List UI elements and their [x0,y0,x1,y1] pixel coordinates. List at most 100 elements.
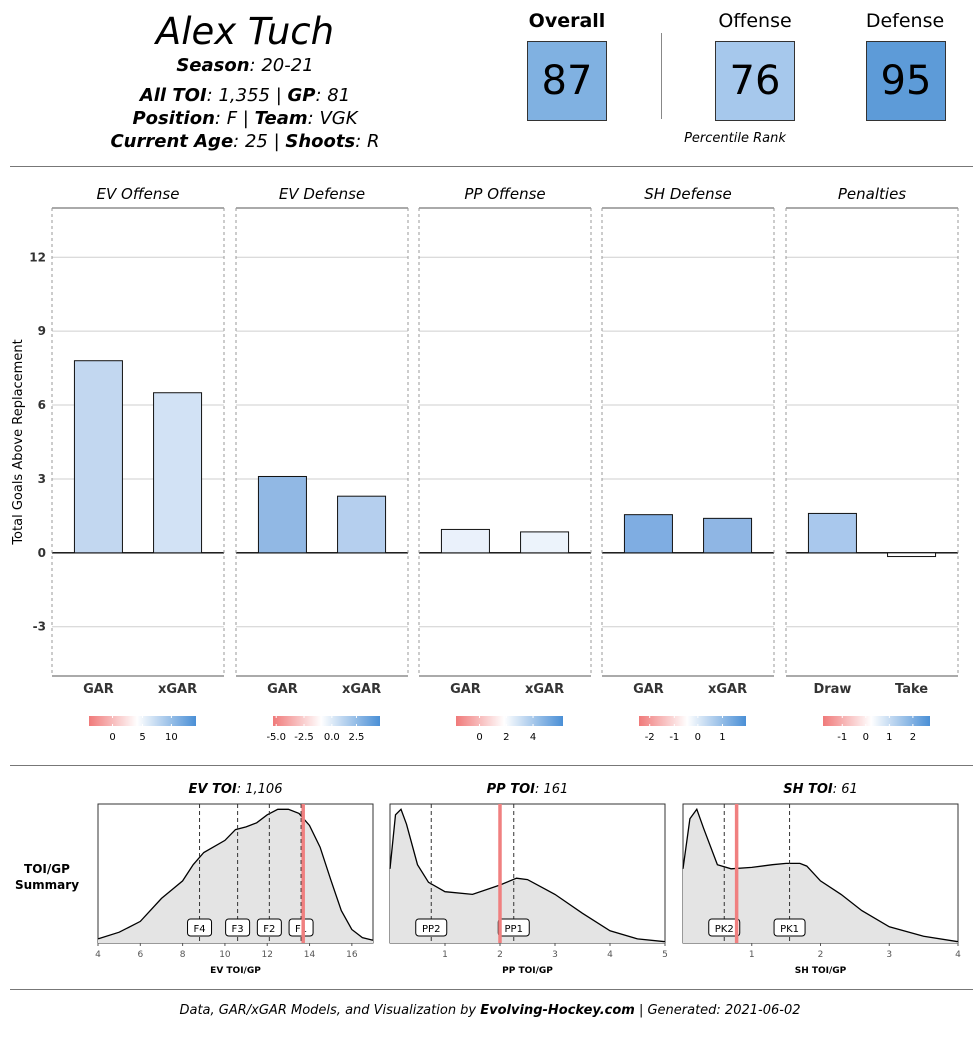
gar-bar-chart: Total Goals Above Replacement-3036912EV … [11,185,959,743]
marker-badge [225,918,251,937]
legend-tick-label: 5 [139,732,145,743]
x-tick-label: 4 [95,950,101,960]
x-tick-label: 14 [304,950,316,960]
bar-xgar [703,517,753,554]
age-shoots-line: Current Age: 25 | Shoots: R [110,131,380,152]
toi-panel-title: EV TOI: 1,106 [189,782,283,797]
density-line [389,808,666,943]
legend-tick-label: -1 [837,732,847,743]
marker-label: PK2 [715,924,734,935]
x-tick-label: xGAR [158,682,197,697]
marker-label: F3 [232,924,244,935]
y-tick-label: 3 [38,472,46,486]
panel-title: EV Defense [279,185,365,203]
legend-tick-label: 2 [503,732,509,743]
marker-label: F1 [295,924,307,935]
y-tick-label: 9 [38,324,46,338]
marker-label: PP2 [422,924,440,935]
marker-label: PK1 [780,924,799,935]
density-area [683,809,958,943]
y-tick-label: 12 [29,250,46,264]
y-tick-label: -3 [33,620,46,634]
legend-tick-label: 0 [695,732,701,743]
color-legend-bar [456,716,563,726]
color-legend-bar [639,716,746,726]
legend-tick-label: 1 [886,732,892,743]
bar-gar [73,360,123,554]
marker-label: F2 [263,924,275,935]
x-tick-label: 6 [137,950,143,960]
legend-tick-label: 4 [530,732,536,743]
color-legend-bar [823,716,930,726]
player-name: Alex Tuch [155,10,335,53]
x-tick-label: GAR [633,682,664,697]
x-tick-label: Draw [813,682,851,697]
gp-value: 81 [327,85,351,106]
marker-badge [256,918,282,937]
panel-title: SH Defense [644,185,731,203]
x-tick-label: 3 [552,950,558,960]
legend-tick-label: 2 [910,732,916,743]
footer-prefix: Data, GAR/xGAR Models, and Visualization… [179,1003,481,1018]
x-tick-label: xGAR [708,682,747,697]
footer-credit: Data, GAR/xGAR Models, and Visualization… [0,1003,980,1018]
x-tick-label: xGAR [342,682,381,697]
x-tick-label: 3 [886,950,892,960]
x-tick-label: 4 [607,950,613,960]
x-tick-label: GAR [83,682,114,697]
bar-take [887,552,937,558]
age-label: Current Age [110,131,234,152]
bar-gar [257,475,307,554]
legend-tick-label: -2.5 [294,732,314,743]
x-tick-label: 8 [180,950,186,960]
bar-gar [440,528,490,554]
density-area [390,809,665,943]
panel-title: Penalties [838,185,906,203]
y-axis-label: Total Goals Above Replacement [11,339,26,545]
marker-badge [288,918,314,937]
divider-bottom [10,989,973,990]
toi-gp-line: All TOI: 1,355 | GP: 81 [139,85,351,106]
age-value: 25 [244,131,268,152]
marker-badge [708,918,741,937]
marker-badge [773,918,806,937]
gp-label: GP [287,85,316,106]
x-axis-label: SH TOI/GP [795,966,847,976]
percentile-rank-label: Percentile Rank [684,131,786,146]
color-legend-bar [273,716,380,726]
rank-divider [661,33,662,119]
toi-title-value: : 61 [833,782,858,797]
legend-tick-label: 0 [476,732,482,743]
shoots-label: Shoots [285,131,356,152]
density-line [682,807,959,943]
toi-title-label: SH TOI [783,782,833,797]
x-tick-label: 2 [497,950,503,960]
x-tick-label: 16 [346,950,358,960]
y-tick-label: 0 [38,546,46,560]
toi-panel-title: SH TOI: 61 [783,782,858,797]
season-line: Season: 20-21 [176,55,314,76]
divider-middle [10,765,973,766]
x-tick-label: GAR [267,682,298,697]
bar-xgar [153,392,203,554]
position-value: F [226,108,238,129]
overall-label: Overall [528,10,606,32]
position-team-line: Position: F | Team: VGK [132,108,358,129]
legend-tick-label: 1 [719,732,725,743]
side-label-line1: TOI/GP [24,862,70,876]
toi-panel-title: PP TOI: 161 [487,782,569,797]
toi-density-chart: TOI/GP Summary EV TOI: 1,106 F4 F3 F2 F1 4 6 8 10 1… [15,782,961,976]
color-legend-bar [89,716,196,726]
x-axis-label: EV TOI/GP [210,966,261,976]
offense-label: Offense [718,10,792,32]
x-tick-label: 5 [662,950,668,960]
legend-tick-label: 0 [109,732,115,743]
x-tick-label: 10 [219,950,231,960]
season-value: 20-21 [261,55,314,76]
marker-badge [415,918,448,937]
x-tick-label: 12 [262,950,273,960]
overall-rank-box: 87 [527,41,607,121]
density-line [97,808,374,941]
x-tick-label: 1 [749,950,755,960]
y-tick-label: 6 [38,398,46,412]
